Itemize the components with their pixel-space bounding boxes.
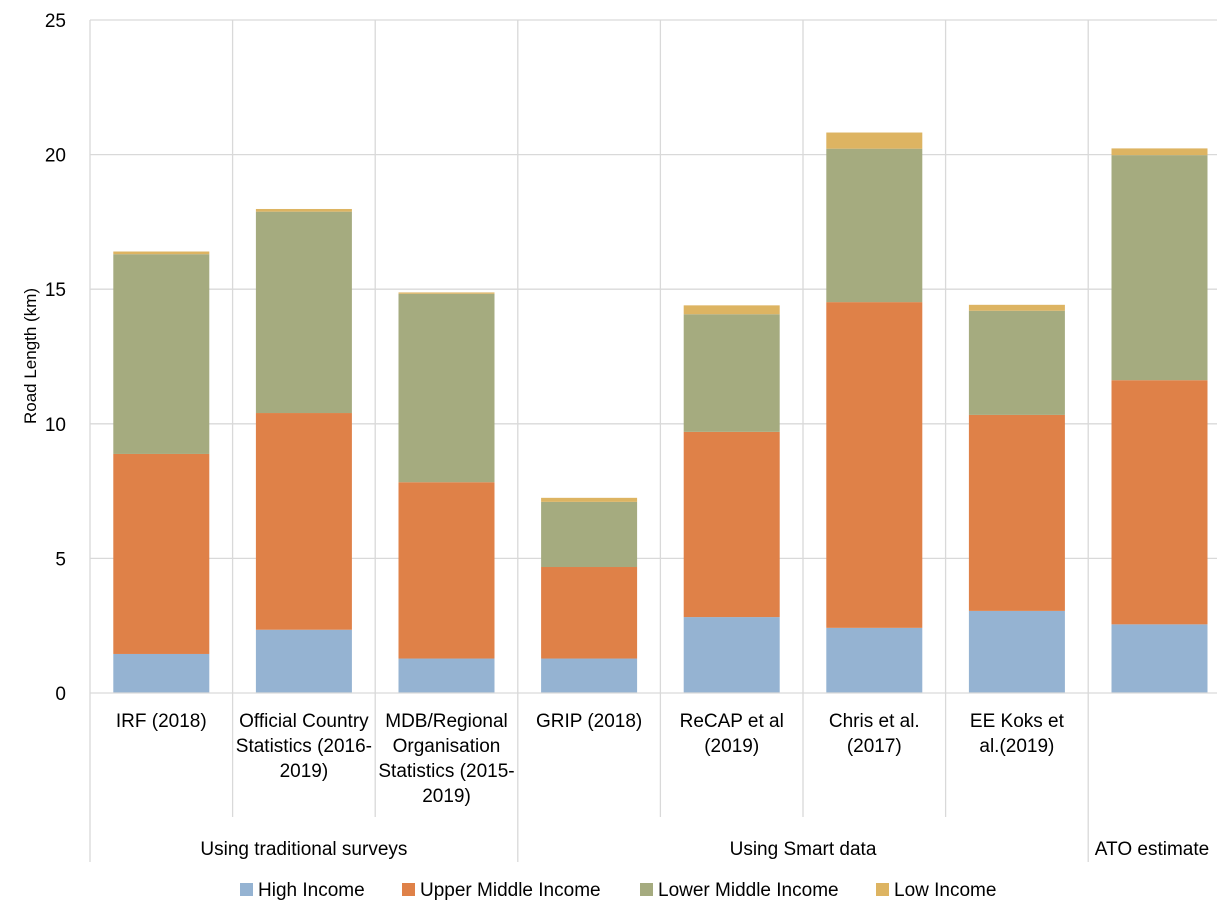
bar-segment bbox=[968, 310, 1065, 415]
y-tick-label: 25 bbox=[45, 11, 66, 32]
legend: High Income Upper Middle Income Lower Midd… bbox=[240, 880, 996, 901]
bar-segment bbox=[541, 501, 638, 568]
axes: 0 5 10 15 20 25 IRF (2018) Official Country Stat… bbox=[45, 11, 1217, 862]
y-tick-label: 0 bbox=[55, 684, 66, 705]
bar-segment bbox=[1111, 155, 1208, 381]
x-tick-label: MDB/Regional Organisation Statistics (2015… bbox=[378, 711, 514, 807]
x-tick-label: ReCAP et al (2019) bbox=[680, 711, 784, 757]
bar-segment bbox=[683, 431, 780, 618]
bar-segment bbox=[968, 414, 1065, 611]
x-tick-label: Chris et al. (2017) bbox=[829, 711, 920, 757]
bar-segment bbox=[683, 617, 780, 693]
bar-segment bbox=[113, 453, 210, 654]
bar-segment bbox=[541, 658, 638, 693]
bar-segment bbox=[113, 653, 210, 693]
bar-segment bbox=[113, 251, 210, 255]
x-group-label: ATO estimate bbox=[1095, 839, 1209, 860]
bar-segment bbox=[1111, 624, 1208, 693]
bar-segment bbox=[541, 497, 638, 502]
legend-label: High Income bbox=[258, 880, 365, 901]
bars bbox=[113, 132, 1208, 693]
bar-segment bbox=[255, 208, 352, 212]
bar-segment bbox=[1111, 148, 1208, 156]
x-tick-label: EE Koks et al.(2019) bbox=[970, 711, 1065, 757]
bar-segment bbox=[398, 658, 495, 693]
x-group-label: Using Smart data bbox=[730, 839, 877, 860]
bar-segment bbox=[255, 413, 352, 630]
x-tick-label: Official Country Statistics (2016-2019) bbox=[236, 711, 372, 782]
y-tick-label: 15 bbox=[45, 280, 66, 301]
bar-segment bbox=[826, 302, 923, 628]
bar-segment bbox=[968, 610, 1065, 693]
x-group-label: Using traditional surveys bbox=[200, 839, 407, 860]
legend-swatch bbox=[640, 883, 653, 896]
y-tick-label: 10 bbox=[45, 415, 66, 436]
bar-segment bbox=[826, 132, 923, 149]
y-axis-title: Road Length (km) bbox=[21, 288, 40, 424]
bar-segment bbox=[398, 292, 495, 294]
bar-segment bbox=[255, 629, 352, 693]
bar-segment bbox=[683, 305, 780, 315]
legend-swatch bbox=[240, 883, 253, 896]
bar-segment bbox=[826, 627, 923, 693]
legend-swatch bbox=[876, 883, 889, 896]
legend-label: Low Income bbox=[894, 880, 996, 901]
legend-label: Upper Middle Income bbox=[420, 880, 601, 901]
legend-swatch bbox=[402, 883, 415, 896]
x-tick-label: IRF (2018) bbox=[116, 711, 207, 732]
bar-segment bbox=[1111, 380, 1208, 625]
bar-segment bbox=[683, 314, 780, 432]
bar-segment bbox=[968, 304, 1065, 311]
bar-segment bbox=[113, 254, 210, 454]
x-tick-label: GRIP (2018) bbox=[536, 711, 642, 732]
legend-label: Lower Middle Income bbox=[658, 880, 839, 901]
bar-segment bbox=[826, 148, 923, 303]
bar-segment bbox=[541, 567, 638, 659]
bar-segment bbox=[255, 211, 352, 414]
bar-segment bbox=[398, 293, 495, 483]
y-tick-label: 20 bbox=[45, 146, 66, 167]
y-tick-label: 5 bbox=[55, 549, 66, 570]
bar-segment bbox=[398, 482, 495, 659]
